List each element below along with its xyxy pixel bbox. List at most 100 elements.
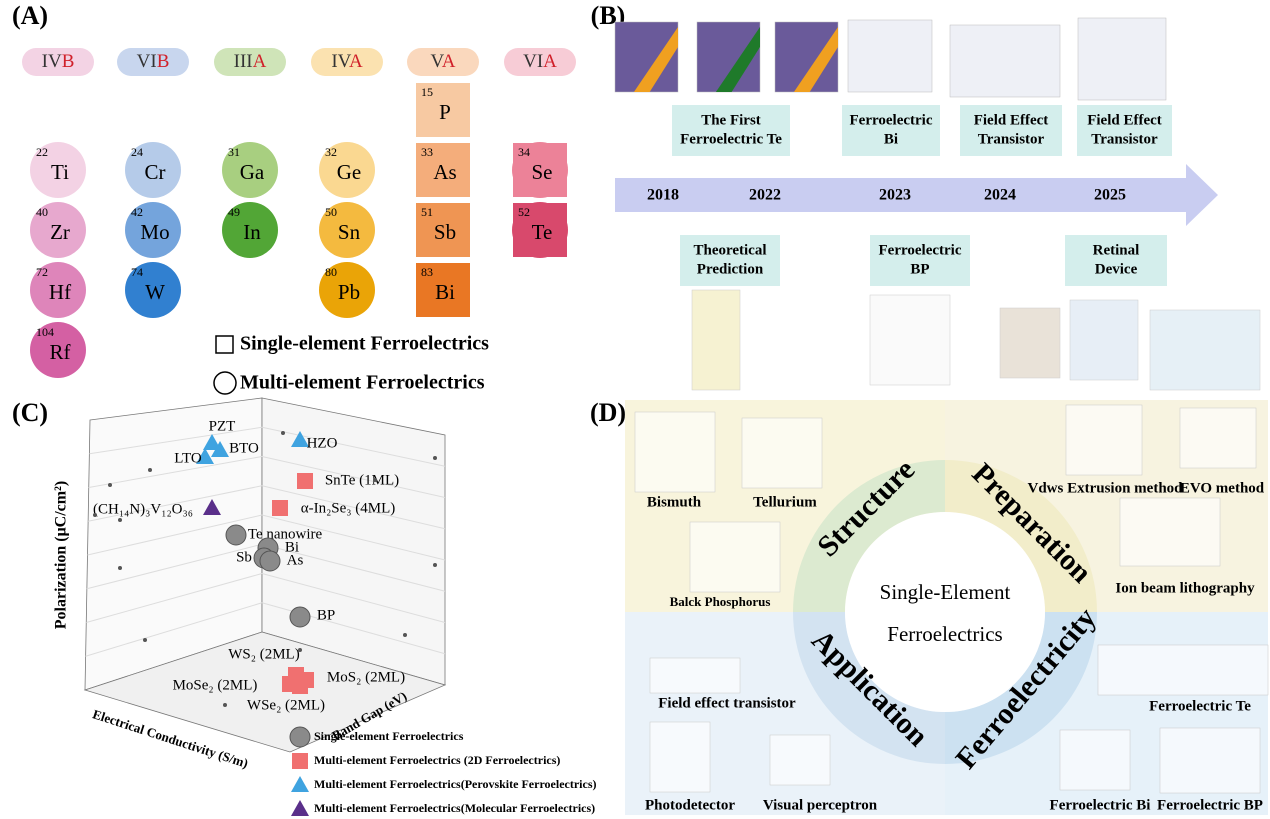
element-symbol: Se bbox=[532, 160, 553, 184]
chart-gridline bbox=[89, 426, 263, 455]
image-stripe bbox=[793, 27, 838, 92]
element-tile bbox=[319, 262, 375, 318]
atomic-number: 31 bbox=[228, 145, 240, 159]
image-placeholder bbox=[634, 411, 716, 493]
legend-text: Single-element Ferroelectrics bbox=[314, 729, 464, 743]
atomic-number: 15 bbox=[421, 85, 433, 99]
item-label: Tellurium bbox=[753, 494, 817, 510]
image-placeholder bbox=[1097, 644, 1269, 696]
center-circle bbox=[845, 512, 1045, 712]
marker-sphere bbox=[259, 550, 281, 572]
atomic-number: 50 bbox=[325, 205, 337, 219]
item-label: Balck Phosphorus bbox=[670, 594, 771, 609]
marker-sphere bbox=[289, 606, 311, 628]
group-header: IIIA bbox=[234, 51, 267, 72]
image-placeholder bbox=[999, 307, 1061, 379]
image-placeholder bbox=[689, 521, 781, 593]
image-placeholder bbox=[691, 289, 741, 391]
year: 2023 bbox=[879, 187, 911, 204]
event-text: Theoretical bbox=[693, 242, 766, 258]
marker-triangle bbox=[203, 434, 221, 450]
projection-dot bbox=[118, 566, 122, 570]
atomic-number: 22 bbox=[36, 145, 48, 159]
panel-label: (C) bbox=[12, 398, 48, 427]
projection-dot bbox=[281, 431, 285, 435]
group-header-bg bbox=[214, 48, 286, 76]
image-stripe bbox=[715, 27, 760, 92]
legend-text: Multi-element Ferroelectrics (2D Ferroel… bbox=[314, 753, 560, 767]
point-label: WSe₂ (2ML) bbox=[247, 697, 325, 713]
group-letter: A bbox=[349, 51, 363, 72]
center-text: Single-Element bbox=[880, 580, 1011, 604]
event-text: Retinal bbox=[1093, 242, 1140, 258]
group-header: VIB bbox=[137, 51, 170, 72]
group-letter: B bbox=[157, 51, 170, 72]
element-tile bbox=[512, 202, 568, 258]
legend-text: Single-element Ferroelectrics bbox=[240, 333, 489, 355]
element-tile bbox=[125, 262, 181, 318]
image-placeholder bbox=[769, 734, 831, 786]
group-header-bg bbox=[504, 48, 576, 76]
group-header: IVA bbox=[331, 51, 363, 72]
point-label: SnTe (1ML) bbox=[325, 472, 399, 488]
element-tile bbox=[416, 263, 470, 317]
group-roman: III bbox=[234, 51, 253, 72]
group-header-bg bbox=[117, 48, 189, 76]
legend-text: Multi-element Ferroelectrics(Perovskite … bbox=[314, 777, 597, 791]
point-label: BP bbox=[317, 607, 335, 623]
event-box bbox=[842, 105, 940, 156]
element-symbol: Mo bbox=[140, 220, 169, 244]
element-symbol: In bbox=[243, 220, 261, 244]
image-placeholder bbox=[1077, 17, 1167, 101]
item-label: EVO method bbox=[1180, 480, 1265, 496]
marker-cube bbox=[272, 500, 288, 516]
element-symbol: Sn bbox=[338, 220, 361, 244]
projection-dot bbox=[148, 468, 152, 472]
group-header-bg bbox=[407, 48, 479, 76]
marker-cube bbox=[297, 473, 313, 489]
atomic-number: 24 bbox=[131, 145, 143, 159]
point-label: As bbox=[287, 552, 304, 568]
event-text: The First bbox=[701, 112, 761, 128]
atomic-number: 74 bbox=[131, 265, 143, 279]
atomic-number: 34 bbox=[518, 145, 530, 159]
event-text: Transistor bbox=[978, 131, 1045, 147]
ring-segment bbox=[945, 612, 1097, 764]
atomic-number: 51 bbox=[421, 205, 433, 219]
atomic-number: 40 bbox=[36, 205, 48, 219]
projection-dot bbox=[373, 478, 377, 482]
item-label: Vdws Extrusion method bbox=[1027, 480, 1183, 496]
atomic-number: 104 bbox=[36, 325, 54, 339]
element-symbol: Hf bbox=[49, 280, 71, 304]
element-symbol: Cr bbox=[145, 160, 166, 184]
projection-dot bbox=[433, 563, 437, 567]
axis-label: Polarization (μC/cm²) bbox=[53, 481, 70, 630]
event-text: BP bbox=[910, 261, 929, 277]
legend-circle bbox=[213, 371, 237, 395]
chart-gridline bbox=[87, 514, 263, 556]
image-placeholder bbox=[1159, 727, 1261, 794]
event-box bbox=[680, 235, 780, 286]
group-roman: VI bbox=[523, 51, 543, 72]
image-placeholder bbox=[1059, 729, 1131, 791]
year: 2025 bbox=[1094, 187, 1126, 204]
group-roman: IV bbox=[42, 51, 62, 72]
chart-gridline bbox=[261, 485, 446, 530]
element-symbol: Sb bbox=[434, 220, 456, 244]
point-label: WS₂ (2ML) bbox=[228, 646, 299, 662]
element-tile bbox=[416, 203, 470, 257]
element-tile bbox=[125, 202, 181, 258]
item-label: Visual perceptron bbox=[763, 797, 878, 813]
legend-text: Multi-element Ferroelectrics(Molecular F… bbox=[314, 801, 595, 815]
point-label: BTO bbox=[229, 440, 259, 456]
event-box bbox=[1077, 105, 1172, 156]
element-symbol: Zr bbox=[50, 220, 70, 244]
projection-dot bbox=[118, 518, 122, 522]
element-tile bbox=[30, 322, 86, 378]
projection-dot bbox=[143, 638, 147, 642]
element-tile bbox=[30, 262, 86, 318]
element-symbol: Ti bbox=[51, 160, 69, 184]
year: 2018 bbox=[647, 187, 679, 204]
item-label: Ferroelectric BP bbox=[1157, 797, 1263, 813]
